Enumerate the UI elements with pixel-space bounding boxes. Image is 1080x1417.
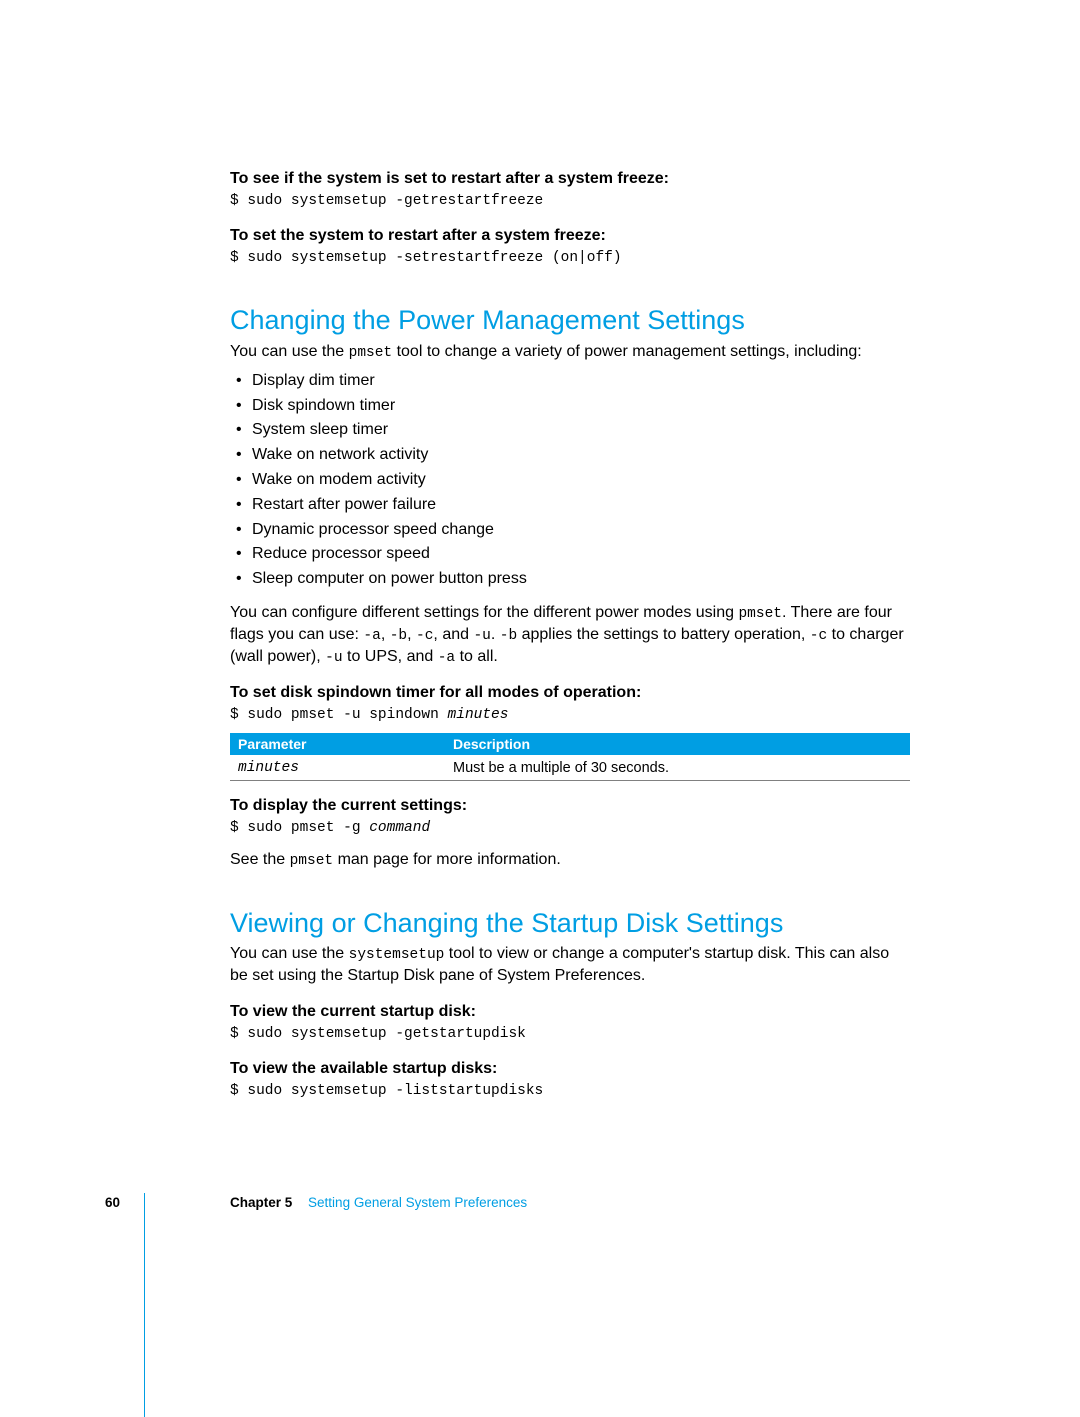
body-paragraph: You can configure different settings for… xyxy=(230,602,910,668)
footer-rule xyxy=(144,1193,145,1417)
list-item: Display dim timer xyxy=(230,369,910,394)
instruction-label: To set disk spindown timer for all modes… xyxy=(230,682,910,704)
text-span: . xyxy=(491,626,500,643)
instruction-label: To see if the system is set to restart a… xyxy=(230,168,910,190)
code-text: $ sudo pmset -g xyxy=(230,820,369,836)
body-paragraph: See the pmset man page for more informat… xyxy=(230,849,910,871)
instruction-label: To set the system to restart after a sys… xyxy=(230,225,910,247)
inline-code: -u xyxy=(325,650,342,666)
list-item: Reduce processor speed xyxy=(230,542,910,567)
text-span: to UPS, and xyxy=(343,648,438,665)
page-footer: 60 Chapter 5 Setting General System Pref… xyxy=(0,1193,1080,1217)
table-cell-description: Must be a multiple of 30 seconds. xyxy=(445,755,910,781)
code-variable: command xyxy=(369,820,430,836)
page-number: 60 xyxy=(105,1195,120,1210)
inline-code: pmset xyxy=(290,853,334,869)
instruction-label: To view the available startup disks: xyxy=(230,1058,910,1080)
section-heading-startup-disk: Viewing or Changing the Startup Disk Set… xyxy=(230,907,910,939)
table-row: minutes Must be a multiple of 30 seconds… xyxy=(230,755,910,781)
inline-code: pmset xyxy=(349,345,393,361)
chapter-title: Setting General System Preferences xyxy=(308,1195,527,1210)
inline-code: -c xyxy=(810,628,827,644)
code-variable: minutes xyxy=(238,760,299,776)
text-span: , xyxy=(381,626,390,643)
text-span: , and xyxy=(433,626,473,643)
code-block: $ sudo pmset -u spindown minutes xyxy=(230,706,910,726)
list-item: Wake on network activity xyxy=(230,443,910,468)
body-paragraph: You can use the systemsetup tool to view… xyxy=(230,943,910,987)
table-header-description: Description xyxy=(445,733,910,755)
text-span: You can use the xyxy=(230,945,349,962)
code-block: $ sudo pmset -g command xyxy=(230,819,910,839)
instruction-label: To display the current settings: xyxy=(230,795,910,817)
text-span: tool to change a variety of power manage… xyxy=(392,343,862,360)
list-item: Dynamic processor speed change xyxy=(230,518,910,543)
list-item: Sleep computer on power button press xyxy=(230,567,910,592)
code-block: $ sudo systemsetup -getrestartfreeze xyxy=(230,192,910,212)
inline-code: -c xyxy=(416,628,433,644)
instruction-label: To view the current startup disk: xyxy=(230,1001,910,1023)
footer-chapter: Chapter 5 Setting General System Prefere… xyxy=(230,1195,527,1210)
text-span: See the xyxy=(230,851,290,868)
section-heading-power-management: Changing the Power Management Settings xyxy=(230,304,910,336)
chapter-label: Chapter 5 xyxy=(230,1195,292,1210)
table-header-row: Parameter Description xyxy=(230,733,910,755)
document-page: To see if the system is set to restart a… xyxy=(0,0,1080,1397)
text-span: You can use the xyxy=(230,343,349,360)
parameter-table: Parameter Description minutes Must be a … xyxy=(230,733,910,781)
text-span: You can configure different settings for… xyxy=(230,604,738,621)
code-block: $ sudo systemsetup -getstartupdisk xyxy=(230,1025,910,1045)
inline-code: systemsetup xyxy=(349,947,445,963)
body-paragraph: You can use the pmset tool to change a v… xyxy=(230,341,910,363)
code-block: $ sudo systemsetup -liststartupdisks xyxy=(230,1082,910,1102)
inline-code: -b xyxy=(390,628,407,644)
text-span: man page for more information. xyxy=(333,851,561,868)
inline-code: -u xyxy=(473,628,490,644)
text-span: to all. xyxy=(455,648,498,665)
inline-code: -b xyxy=(500,628,517,644)
inline-code: -a xyxy=(363,628,380,644)
table-cell-parameter: minutes xyxy=(230,755,445,781)
list-item: Disk spindown timer xyxy=(230,394,910,419)
text-span: applies the settings to battery operatio… xyxy=(517,626,810,643)
table-header-parameter: Parameter xyxy=(230,733,445,755)
inline-code: pmset xyxy=(738,606,782,622)
code-block: $ sudo systemsetup -setrestartfreeze (on… xyxy=(230,249,910,269)
list-item: System sleep timer xyxy=(230,418,910,443)
bullet-list: Display dim timer Disk spindown timer Sy… xyxy=(230,369,910,592)
list-item: Wake on modem activity xyxy=(230,468,910,493)
list-item: Restart after power failure xyxy=(230,493,910,518)
inline-code: -a xyxy=(438,650,455,666)
text-span: , xyxy=(407,626,416,643)
code-text: $ sudo pmset -u spindown xyxy=(230,707,448,723)
code-variable: minutes xyxy=(448,707,509,723)
